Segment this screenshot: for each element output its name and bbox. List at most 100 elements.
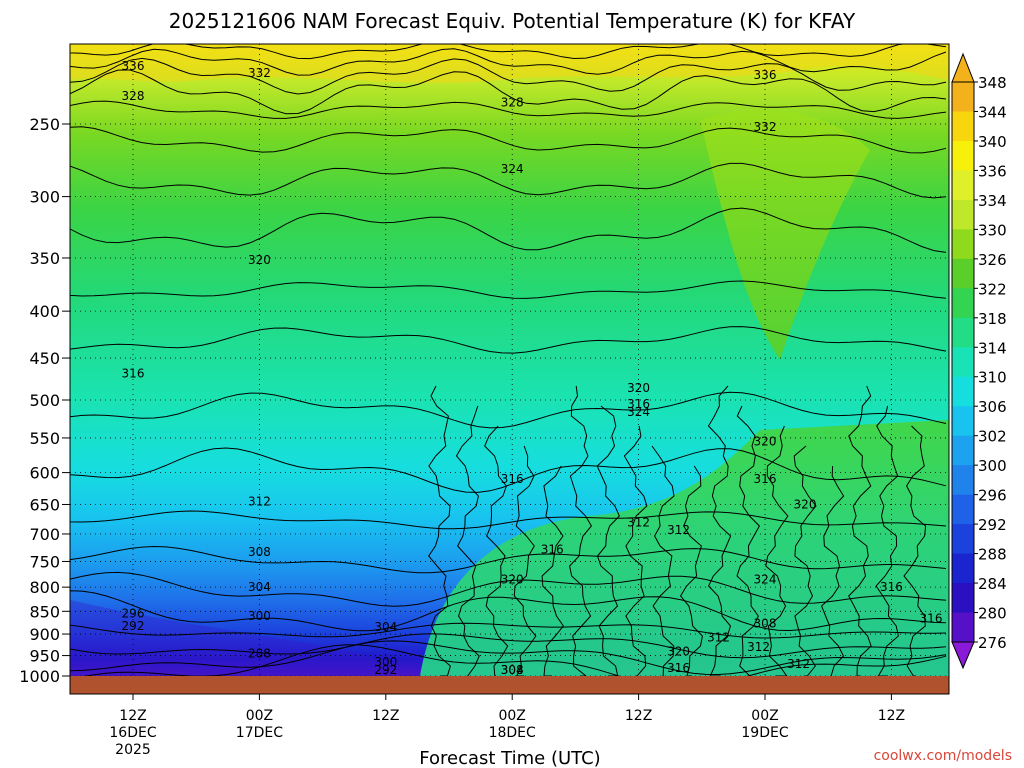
colorbar-max-arrow xyxy=(951,52,975,83)
contour-line xyxy=(70,622,947,639)
contour-label: 324 xyxy=(627,405,650,419)
contour-line xyxy=(70,126,947,154)
x-tick-label: 12Z xyxy=(372,708,399,724)
y-tick-label: 750 xyxy=(29,552,60,571)
contour-line xyxy=(70,571,947,607)
colorbar-label: 300 xyxy=(978,457,1007,475)
colorbar-segment xyxy=(952,553,974,584)
x-tick-label: 00Z xyxy=(246,708,273,724)
contour-label: 316 xyxy=(754,472,777,486)
credit-link[interactable]: coolwx.com/models xyxy=(874,748,1012,764)
colorbar-label: 336 xyxy=(978,162,1007,180)
contour-line xyxy=(70,644,947,676)
x-tick-label: 2025 xyxy=(115,742,151,758)
contour-line xyxy=(70,48,947,76)
colorbar-segment xyxy=(952,347,974,378)
colorbar-segment xyxy=(952,82,974,112)
contour-label: 292 xyxy=(122,619,145,633)
colorbar-segment xyxy=(952,376,974,407)
x-axis-label: Forecast Time (UTC) xyxy=(419,748,600,768)
contour-line xyxy=(70,326,947,354)
contour-line xyxy=(455,405,480,676)
contour-label: 336 xyxy=(754,68,777,82)
colorbar-label: 322 xyxy=(978,280,1007,298)
y-tick-label: 300 xyxy=(29,188,60,207)
contour-label: 308 xyxy=(248,545,271,559)
contour-label: 332 xyxy=(754,120,777,134)
contour-label: 312 xyxy=(248,494,271,508)
x-tick-label: 19DEC xyxy=(741,725,788,741)
colorbar-label: 296 xyxy=(978,487,1007,505)
contour-label: 316 xyxy=(627,397,650,411)
contour-line xyxy=(821,465,845,676)
contour-label: 320 xyxy=(248,253,271,267)
contour-label: 312 xyxy=(627,515,650,529)
y-tick-label: 1000 xyxy=(19,667,60,686)
chart-title: 2025121606 NAM Forecast Equiv. Potential… xyxy=(169,9,856,33)
colorbar-segment xyxy=(952,406,974,437)
colorbar-label: 314 xyxy=(978,339,1007,357)
contour-label: 312 xyxy=(787,657,810,671)
y-tick-label: 900 xyxy=(29,625,60,644)
colorbar-label: 302 xyxy=(978,428,1007,446)
contour-line xyxy=(70,69,947,115)
contour-line xyxy=(428,385,451,676)
x-tick-label: 12Z xyxy=(119,708,146,724)
colorbar-segment xyxy=(952,170,974,201)
colorbar-label: 318 xyxy=(978,310,1007,328)
dry-intrusion-region xyxy=(700,110,870,360)
contour-label: 328 xyxy=(122,89,145,103)
contour-label: 316 xyxy=(880,580,903,594)
contour-label: 300 xyxy=(374,655,397,669)
contour-line xyxy=(793,445,817,676)
contour-label: 304 xyxy=(248,580,271,594)
colorbar-segment xyxy=(952,288,974,319)
contour-line xyxy=(70,391,947,429)
colorbar-frame xyxy=(951,81,975,643)
contour-label: 312 xyxy=(667,523,690,537)
contour-line xyxy=(679,465,703,676)
colorbar-segment xyxy=(952,583,974,614)
colorbar-label: 348 xyxy=(978,74,1007,92)
contour-line xyxy=(70,590,947,632)
contour-label: 312 xyxy=(747,640,770,654)
colorbar-label: 292 xyxy=(978,516,1007,534)
x-tick-label: 18DEC xyxy=(489,725,536,741)
y-tick-label: 500 xyxy=(29,391,60,410)
y-tick-label: 650 xyxy=(29,495,60,514)
x-tick-label: 12Z xyxy=(878,708,905,724)
contour-label: 320 xyxy=(667,644,690,658)
colorbar-segment xyxy=(952,229,974,260)
grid xyxy=(70,44,949,676)
contour-label: 332 xyxy=(248,66,271,80)
colorbar-segment xyxy=(952,612,974,643)
contour-label: 308 xyxy=(754,617,777,631)
y-tick-label: 600 xyxy=(29,464,60,483)
colorbar-segment xyxy=(952,111,974,142)
colorbar: 348 344 340 336 334 330 326 322 318 314 310 306 302 3… xyxy=(951,52,1007,670)
contour-label: 316 xyxy=(667,661,690,675)
colorbar-segment xyxy=(952,258,974,289)
colorbar-segment xyxy=(952,140,974,171)
y-tick-label: 850 xyxy=(29,602,60,621)
contour-line xyxy=(70,510,947,530)
contour-line xyxy=(70,100,947,119)
colorbar-label: 284 xyxy=(978,575,1007,593)
contour-label: 292 xyxy=(374,663,397,677)
contour-label: 336 xyxy=(122,59,145,73)
warm-sector-region xyxy=(420,420,949,676)
y-tick-label: 450 xyxy=(29,349,60,368)
y-tick-label: 350 xyxy=(29,249,60,268)
colorbar-label: 310 xyxy=(978,369,1007,387)
colorbar-label: 288 xyxy=(978,546,1007,564)
colorbar-label: 280 xyxy=(978,605,1007,623)
contour-lines xyxy=(70,44,947,676)
contour-label: 320 xyxy=(754,435,777,449)
contour-label: 308 xyxy=(501,663,524,677)
contour-line xyxy=(70,545,947,574)
contour-line xyxy=(70,280,947,299)
